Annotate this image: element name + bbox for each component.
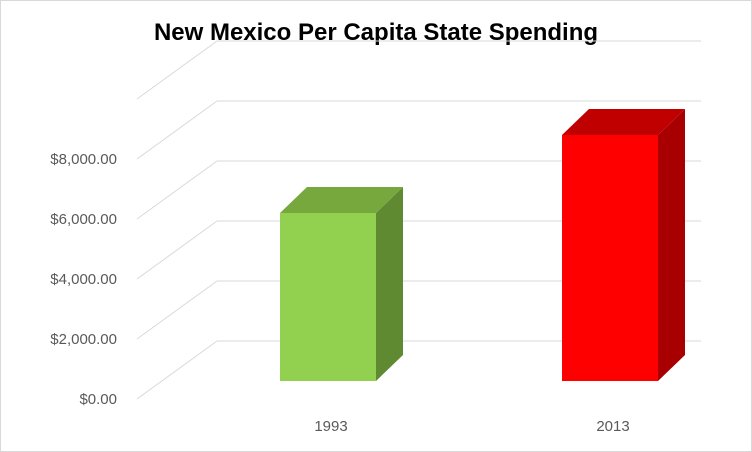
y-tick-label: $8,000.00 xyxy=(50,151,117,168)
gridline xyxy=(136,100,701,160)
y-tick-label: $2,000.00 xyxy=(50,331,117,348)
bar-2013 xyxy=(562,109,685,381)
gridline xyxy=(136,40,701,100)
y-tick-label: $4,000.00 xyxy=(50,271,117,288)
x-tick-label: 1993 xyxy=(314,418,347,435)
y-tick-label: $0.00 xyxy=(79,391,117,408)
y-tick-label: $6,000.00 xyxy=(50,211,117,228)
x-tick-label: 2013 xyxy=(596,418,629,435)
bar-1993 xyxy=(280,187,403,381)
